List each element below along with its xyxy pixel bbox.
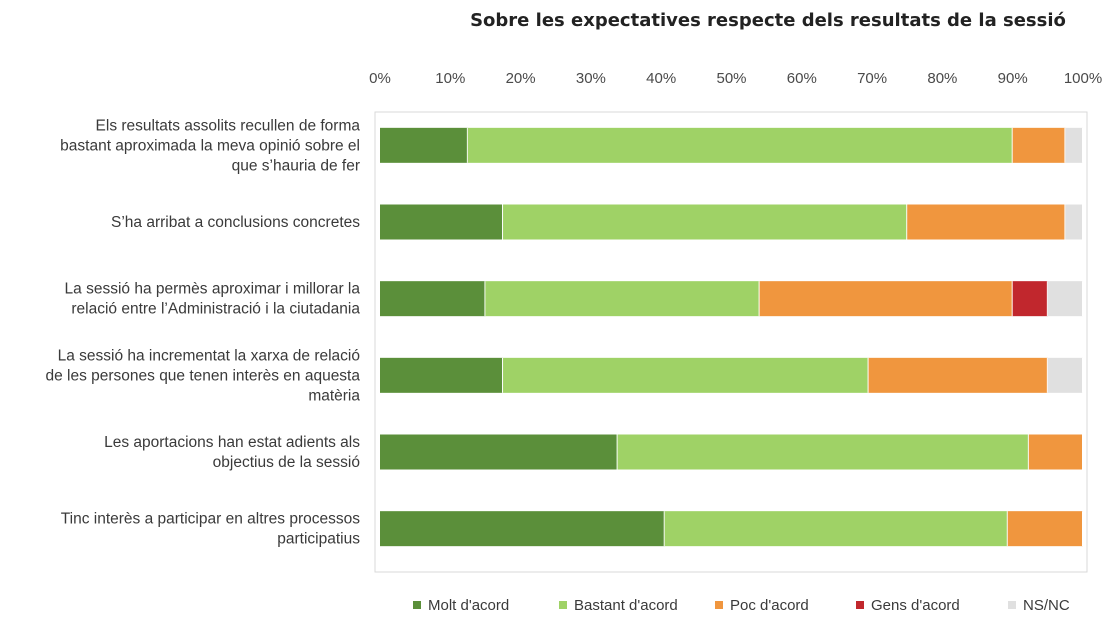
x-tick-label: 100%	[1064, 70, 1102, 87]
bar-segment	[380, 357, 504, 393]
bar-segment-separator	[1082, 127, 1083, 163]
plot-area	[374, 111, 1088, 573]
legend-label: Poc d'acord	[730, 597, 809, 614]
legend-swatch	[1008, 601, 1016, 609]
x-tick-label: 70%	[857, 70, 887, 87]
bar-segment	[907, 204, 1066, 240]
legend-label: NS/NC	[1023, 597, 1070, 614]
category-label-line: participatius	[277, 531, 360, 548]
bar-segment	[868, 357, 1048, 393]
bar-segment	[1065, 204, 1083, 240]
category-label-line: matèria	[308, 387, 360, 404]
x-tick-label: 90%	[998, 70, 1028, 87]
bar-segment-separator	[484, 281, 486, 317]
category-label: La sessió ha permès aproximar i millorar…	[65, 281, 361, 318]
bar-segment-separator	[663, 511, 665, 547]
bar-segment-separator	[1082, 434, 1083, 470]
x-tick-label: 40%	[646, 70, 676, 87]
bar-segment	[1007, 511, 1083, 547]
bar-segment	[380, 127, 468, 163]
bar-segment-separator	[1064, 204, 1066, 240]
bar-segment-separator	[616, 434, 618, 470]
category-label-line: S’ha arribat a conclusions concretes	[111, 214, 360, 231]
bar-segment-separator	[906, 204, 908, 240]
bar-segment-separator	[1011, 127, 1013, 163]
category-label: S’ha arribat a conclusions concretes	[111, 214, 360, 231]
category-label: La sessió ha incrementat la xarxa de rel…	[45, 347, 360, 404]
category-label-line: bastant aproximada la meva opinió sobre …	[60, 137, 360, 154]
x-tick-label: 60%	[787, 70, 817, 87]
chart-title: Sobre les expectatives respecte dels res…	[470, 10, 1066, 31]
bar-segment	[1065, 127, 1083, 163]
bar-segment-separator	[1011, 281, 1013, 317]
bar-segment	[380, 281, 486, 317]
bar-segment-separator	[466, 127, 468, 163]
x-tick-label: 10%	[435, 70, 465, 87]
x-tick-label: 80%	[927, 70, 957, 87]
bar-segment	[1028, 434, 1083, 470]
bar-segment-separator	[1046, 357, 1048, 393]
category-label-line: relació entre l’Administració i la ciuta…	[71, 301, 360, 318]
legend-label: Gens d'acord	[871, 597, 960, 614]
bar-segment	[1012, 127, 1066, 163]
bar-segment-separator	[758, 281, 760, 317]
bar-segment-separator	[1046, 281, 1048, 317]
category-labels: Els resultats assolits recullen de forma…	[45, 117, 360, 547]
category-label-line: objectius de la sessió	[213, 454, 360, 471]
x-tick-label: 20%	[506, 70, 536, 87]
x-tick-label: 0%	[369, 70, 391, 87]
bars	[380, 127, 1083, 547]
bar-segment-separator	[867, 357, 869, 393]
legend-swatch	[559, 601, 567, 609]
bar-segment	[503, 204, 908, 240]
bar-segment	[1047, 281, 1083, 317]
bar-segment-separator	[502, 204, 504, 240]
category-label: Tinc interès a participar en altres proc…	[61, 511, 360, 548]
x-axis-ticks: 0% 10% 20% 30% 40% 50% 60% 70% 80% 90% 100%	[369, 70, 1102, 87]
category-label-line: La sessió ha permès aproximar i millorar…	[65, 281, 361, 298]
category-label-line: Tinc interès a participar en altres proc…	[61, 511, 360, 528]
bar-segment-separator	[1082, 357, 1083, 393]
category-label-line: Els resultats assolits recullen de forma	[96, 117, 361, 134]
x-tick-label: 50%	[716, 70, 746, 87]
bar-segment	[617, 434, 1029, 470]
legend-swatch	[413, 601, 421, 609]
bar-segment	[485, 281, 760, 317]
bar-segment	[380, 204, 504, 240]
bar-segment-separator	[1064, 127, 1066, 163]
legend-swatch	[715, 601, 723, 609]
bar-segment-separator	[1082, 511, 1083, 547]
bar-segment	[759, 281, 1013, 317]
legend-label: Bastant d'acord	[574, 597, 678, 614]
category-label-line: que s’hauria de fer	[232, 157, 360, 174]
bar-segment	[664, 511, 1008, 547]
bar-segment	[380, 434, 618, 470]
legend-swatch	[856, 601, 864, 609]
bar-segment	[503, 357, 869, 393]
legend-label: Molt d'acord	[428, 597, 509, 614]
category-label-line: La sessió ha incrementat la xarxa de rel…	[58, 347, 360, 364]
x-tick-label: 30%	[576, 70, 606, 87]
category-label-line: de les persones que tenen interès en aqu…	[45, 367, 360, 384]
bar-segment	[380, 511, 665, 547]
bar-segment	[1012, 281, 1048, 317]
legend: Molt d'acord Bastant d'acord Poc d'acord Ge…	[413, 597, 1070, 614]
bar-segment	[1047, 357, 1083, 393]
bar-segment-separator	[1006, 511, 1008, 547]
category-label: Els resultats assolits recullen de forma…	[60, 117, 360, 174]
category-label: Les aportacions han estat adients als obj…	[104, 434, 360, 471]
bar-segment-separator	[1082, 204, 1083, 240]
bar-segment-separator	[1027, 434, 1029, 470]
category-label-line: Les aportacions han estat adients als	[104, 434, 360, 451]
bar-segment-separator	[1082, 281, 1083, 317]
bar-segment	[467, 127, 1013, 163]
bar-segment-separator	[502, 357, 504, 393]
